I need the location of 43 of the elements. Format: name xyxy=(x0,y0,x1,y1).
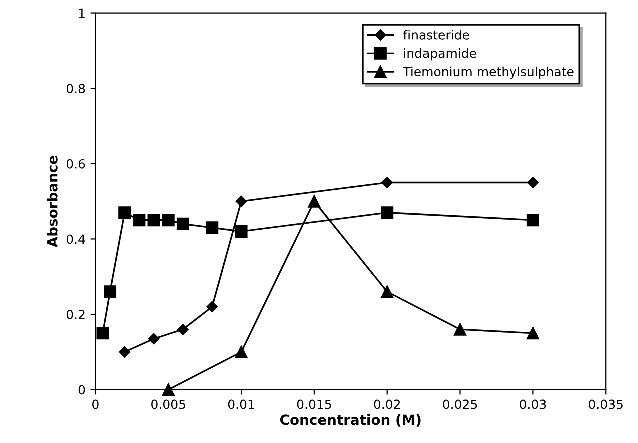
point xyxy=(236,196,248,208)
point xyxy=(206,301,218,313)
y-tick-label: 1 xyxy=(79,8,85,18)
legend-label: Tiemonium methylsulphate xyxy=(403,66,574,79)
point xyxy=(381,286,394,298)
point xyxy=(308,195,321,208)
point xyxy=(148,333,160,345)
point xyxy=(178,324,189,336)
x-tick-label: 0.005 xyxy=(152,400,186,410)
x-tick-label: 0.035 xyxy=(589,400,623,410)
y-tick-label: 0 xyxy=(78,385,86,395)
x-tick-label: 0.02 xyxy=(374,400,400,410)
legend-label: indapamide xyxy=(404,48,476,61)
point xyxy=(381,206,394,220)
point xyxy=(526,214,540,227)
x-axis-title: Concentration (M) xyxy=(280,414,421,427)
point xyxy=(119,346,130,358)
y-tick-label: 0.6 xyxy=(66,159,86,169)
point xyxy=(162,384,175,396)
x-tick-label: 0 xyxy=(92,400,99,410)
point xyxy=(133,214,146,227)
y-tick-label: 0.8 xyxy=(66,84,86,94)
x-tick-label: 0.01 xyxy=(228,400,254,410)
x-tick-label: 0.015 xyxy=(297,400,332,410)
point xyxy=(118,206,132,220)
point xyxy=(176,218,190,230)
point xyxy=(528,177,539,188)
y-tick-label: 0.4 xyxy=(66,234,86,244)
point xyxy=(148,214,160,227)
legend-label: finasteride xyxy=(403,30,470,40)
point xyxy=(206,222,219,234)
point xyxy=(235,346,248,358)
y-axis-title: Absorbance xyxy=(47,156,58,248)
point xyxy=(104,286,117,298)
point xyxy=(382,177,393,188)
point xyxy=(162,214,175,227)
x-tick-label: 0.025 xyxy=(443,400,478,410)
point xyxy=(526,327,540,340)
y-tick-label: 0.2 xyxy=(66,310,85,320)
point xyxy=(96,327,110,340)
x-tick-label: 0.03 xyxy=(520,400,546,410)
point xyxy=(454,323,467,336)
point xyxy=(235,225,248,238)
